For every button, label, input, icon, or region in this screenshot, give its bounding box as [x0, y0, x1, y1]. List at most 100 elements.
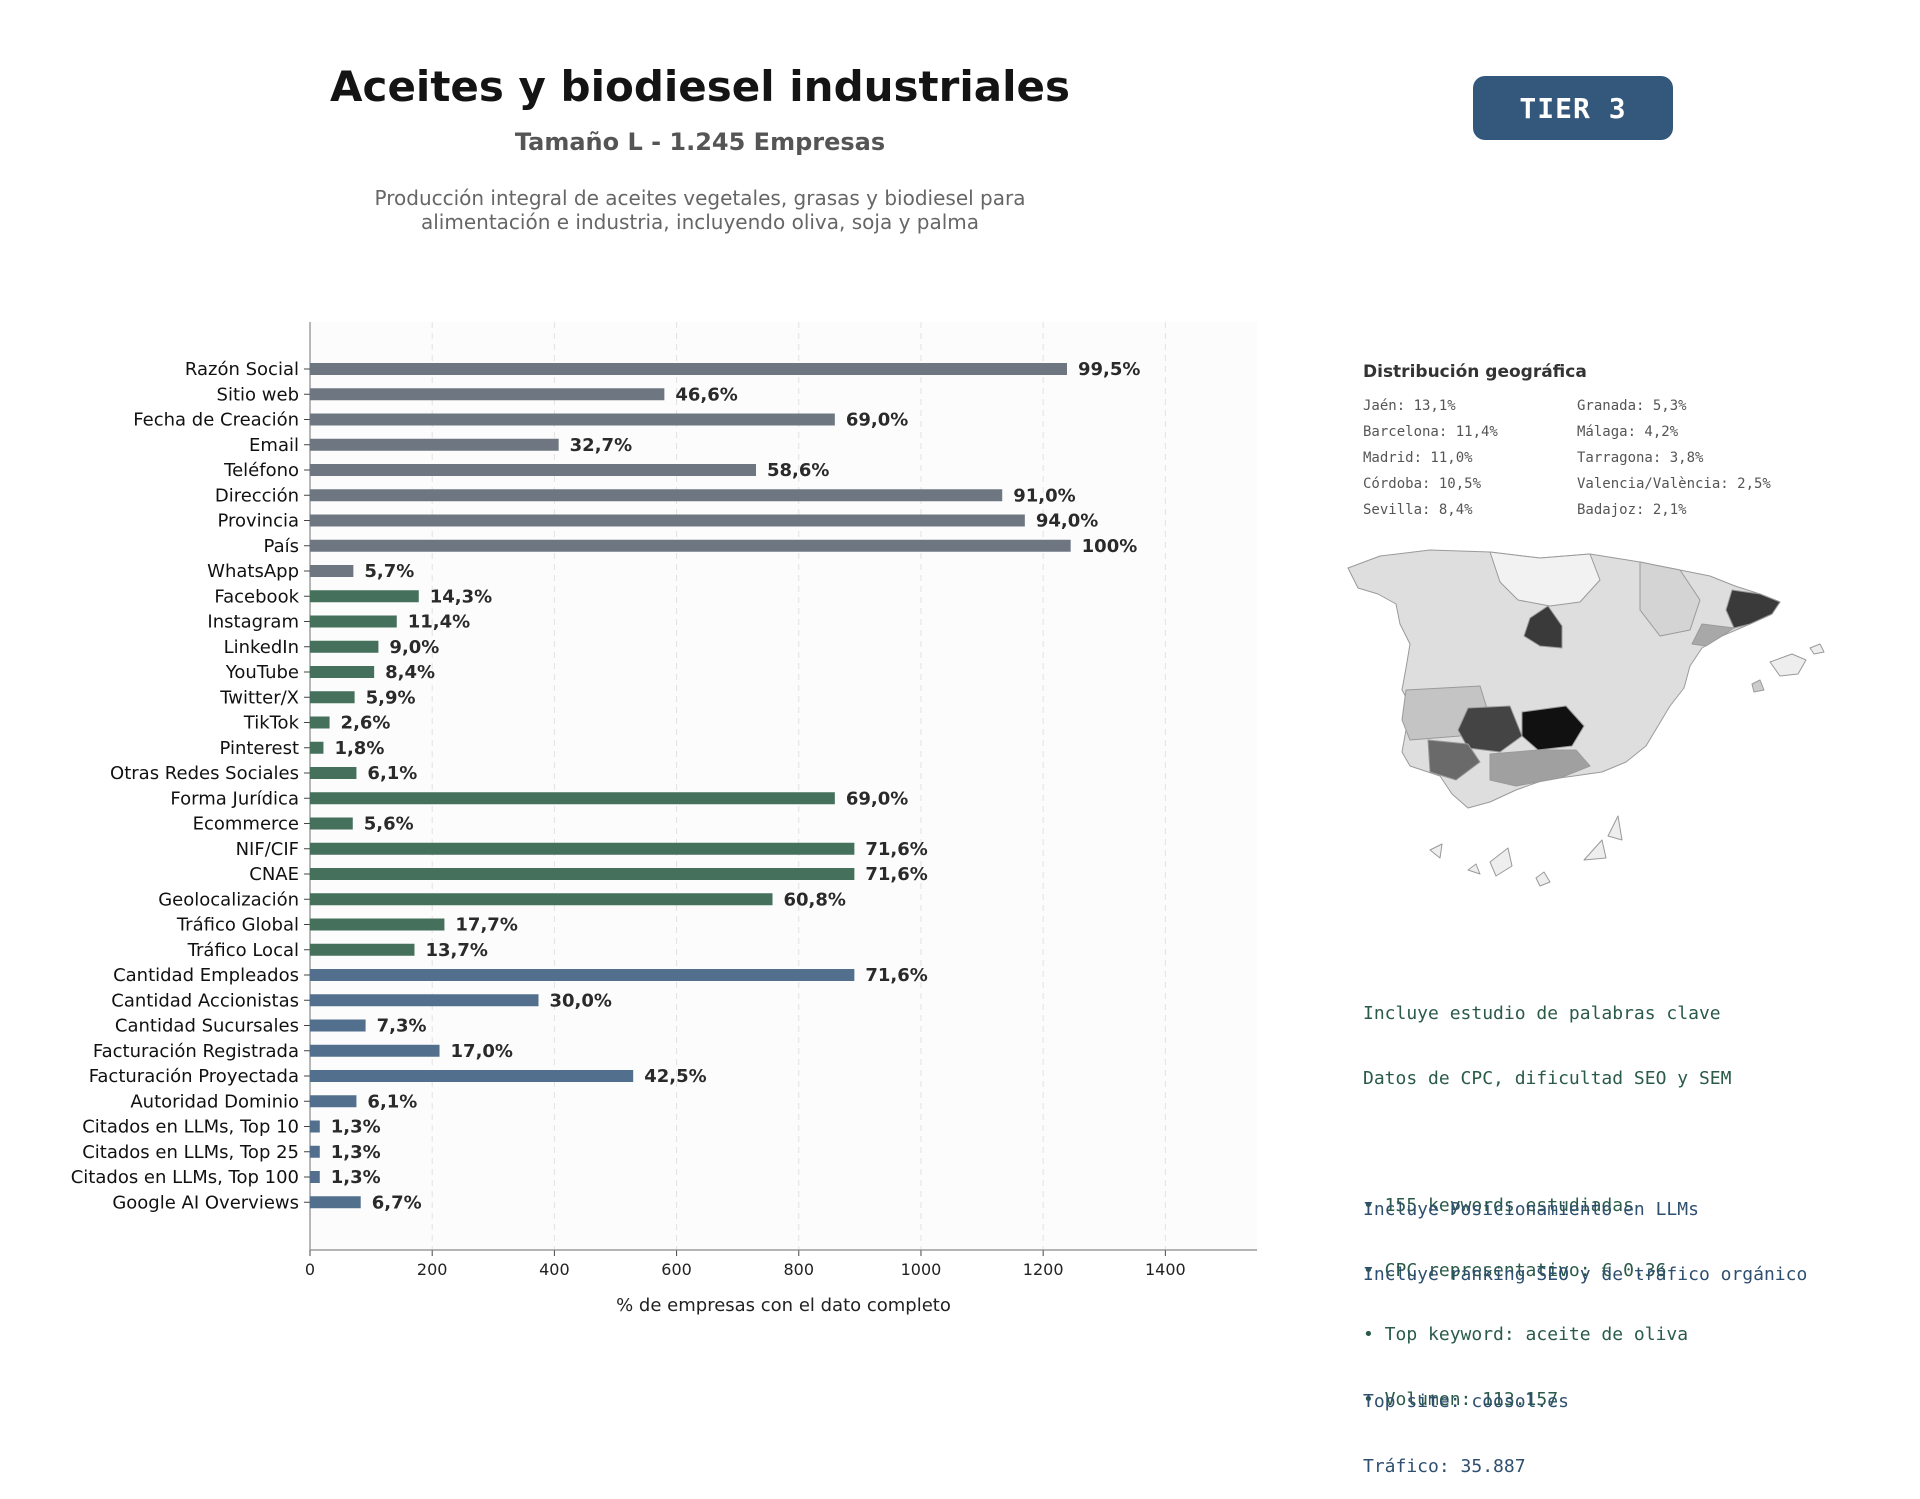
- chart-title: Aceites y biodiesel industriales: [330, 62, 1070, 111]
- llm-block: Incluye Posicionamiento en LLMs Incluye …: [1363, 1156, 1807, 1499]
- bar: [310, 413, 835, 426]
- category-label: NIF/CIF: [236, 839, 299, 860]
- keywords-line: Datos de CPC, dificultad SEO y SEM: [1363, 1067, 1732, 1089]
- map-region-northeast: [1639, 561, 1701, 637]
- bar: [310, 741, 324, 754]
- category-label: WhatsApp: [207, 561, 299, 582]
- geo-item-valencia: Valencia/València: 2,5%: [1577, 476, 1771, 492]
- geo-item-sevilla: Sevilla: 8,4%: [1363, 502, 1473, 518]
- x-tick-label: 400: [539, 1260, 570, 1279]
- llm-traffic: Tráfico: 35.887: [1363, 1455, 1526, 1477]
- description-line: alimentación e industria, incluyendo oli…: [420, 210, 980, 234]
- data-label: 42,5%: [644, 1066, 706, 1087]
- category-label: Instagram: [207, 612, 299, 633]
- data-label: 5,7%: [364, 561, 414, 582]
- data-label: 14,3%: [430, 586, 492, 607]
- bar: [310, 1070, 634, 1082]
- spain-map: [1347, 549, 1825, 887]
- description: Producción integral de aceites vegetales…: [300, 186, 1100, 234]
- data-label: 71,6%: [865, 864, 927, 885]
- llm-line: Incluye Posicionamiento en LLMs: [1363, 1199, 1699, 1220]
- keywords-block: Incluye estudio de palabras clave Datos …: [1363, 960, 1731, 1432]
- data-label: 1,3%: [331, 1142, 381, 1163]
- category-label: Citados en LLMs, Top 25: [82, 1142, 299, 1163]
- keywords-line: Incluye estudio de palabras clave: [1363, 1003, 1721, 1024]
- category-label: Pinterest: [219, 738, 299, 759]
- category-label: Tráfico Global: [176, 915, 299, 936]
- map-canary-4: [1535, 871, 1551, 887]
- category-label: Cantidad Accionistas: [111, 990, 299, 1011]
- geo-item-jaen: Jaén: 13,1%: [1363, 398, 1456, 414]
- bar: [310, 1196, 361, 1209]
- category-label: Teléfono: [223, 460, 299, 481]
- category-label: TikTok: [243, 713, 300, 734]
- x-tick-label: 800: [784, 1260, 815, 1279]
- category-label: Twitter/X: [219, 687, 299, 708]
- geo-list: Jaén: 13,1% Barcelona: 11,4% Madrid: 11,…: [1363, 398, 1823, 533]
- bar: [310, 590, 419, 603]
- data-label: 8,4%: [385, 662, 435, 683]
- bar: [310, 1019, 366, 1032]
- bar: [310, 565, 354, 577]
- data-label: 69,0%: [846, 410, 908, 431]
- map-region-tarragona: [1691, 623, 1735, 647]
- data-label: 9,0%: [389, 637, 439, 658]
- data-label: 91,0%: [1013, 485, 1075, 506]
- bar: [310, 691, 355, 704]
- category-label: Email: [249, 435, 299, 456]
- map-canary-2: [1467, 863, 1481, 875]
- geo-item-badajoz: Badajoz: 2,1%: [1577, 502, 1687, 518]
- data-label: 5,6%: [364, 814, 414, 835]
- bar: [310, 893, 773, 906]
- category-label: LinkedIn: [224, 637, 299, 658]
- plot-area: [310, 322, 1257, 1250]
- map-balearic: [1769, 653, 1807, 677]
- bar: [310, 767, 357, 779]
- map-region-jaen: [1521, 705, 1585, 751]
- x-tick-label: 200: [417, 1260, 448, 1279]
- category-label: Ecommerce: [193, 814, 299, 835]
- category-label: Google AI Overviews: [112, 1192, 299, 1213]
- keywords-bullet: • CPC representativo: € 0.36: [1363, 1259, 1667, 1281]
- data-label: 6,1%: [367, 763, 417, 784]
- keywords-bullet: • Top keyword: aceite de oliva: [1363, 1324, 1689, 1345]
- category-label: Geolocalización: [158, 889, 299, 910]
- geo-item-barcelona: Barcelona: 11,4%: [1363, 424, 1498, 440]
- chart-subtitle: Tamaño L - 1.245 Empresas: [514, 128, 886, 156]
- map-region-cordoba: [1457, 705, 1523, 753]
- bar: [310, 666, 375, 678]
- category-label: CNAE: [249, 864, 299, 885]
- bar: [310, 1145, 320, 1158]
- bar-chart: 0 200 400 600 800 1000 1200 1400 % de empresas c…: [71, 322, 1257, 1316]
- x-axis-label: % de empresas con el dato completo: [616, 1295, 951, 1316]
- bar: [310, 969, 855, 981]
- bar: [310, 842, 855, 855]
- data-label: 1,8%: [334, 738, 384, 759]
- category-label: Citados en LLMs, Top 10: [82, 1117, 299, 1138]
- category-label: Autoridad Dominio: [130, 1091, 299, 1112]
- bar: [310, 994, 539, 1007]
- data-label: 69,0%: [846, 788, 908, 809]
- x-tick-label: 0: [305, 1260, 315, 1279]
- map-ibiza: [1751, 679, 1765, 693]
- description-line: Producción integral de aceites vegetales…: [374, 186, 1026, 210]
- category-label: Forma Jurídica: [170, 788, 299, 809]
- data-label: 6,1%: [367, 1091, 417, 1112]
- geo-title: Distribución geográfica: [1363, 362, 1587, 382]
- map-canary-3: [1489, 847, 1513, 877]
- category-label: Facturación Registrada: [93, 1041, 299, 1062]
- map-canary-6: [1607, 815, 1623, 841]
- bar: [310, 943, 415, 956]
- category-label: Cantidad Empleados: [113, 965, 299, 986]
- category-label: Provincia: [217, 511, 299, 532]
- bar: [310, 918, 445, 931]
- data-label: 71,6%: [865, 839, 927, 860]
- category-label: Cantidad Sucursales: [115, 1016, 299, 1037]
- map-canary-1: [1429, 843, 1443, 859]
- data-label: 71,6%: [865, 965, 927, 986]
- data-label: 6,7%: [372, 1192, 422, 1213]
- bar: [310, 615, 397, 628]
- category-label: Fecha de Creación: [133, 410, 299, 431]
- bar: [310, 363, 1067, 375]
- bar: [310, 489, 1003, 502]
